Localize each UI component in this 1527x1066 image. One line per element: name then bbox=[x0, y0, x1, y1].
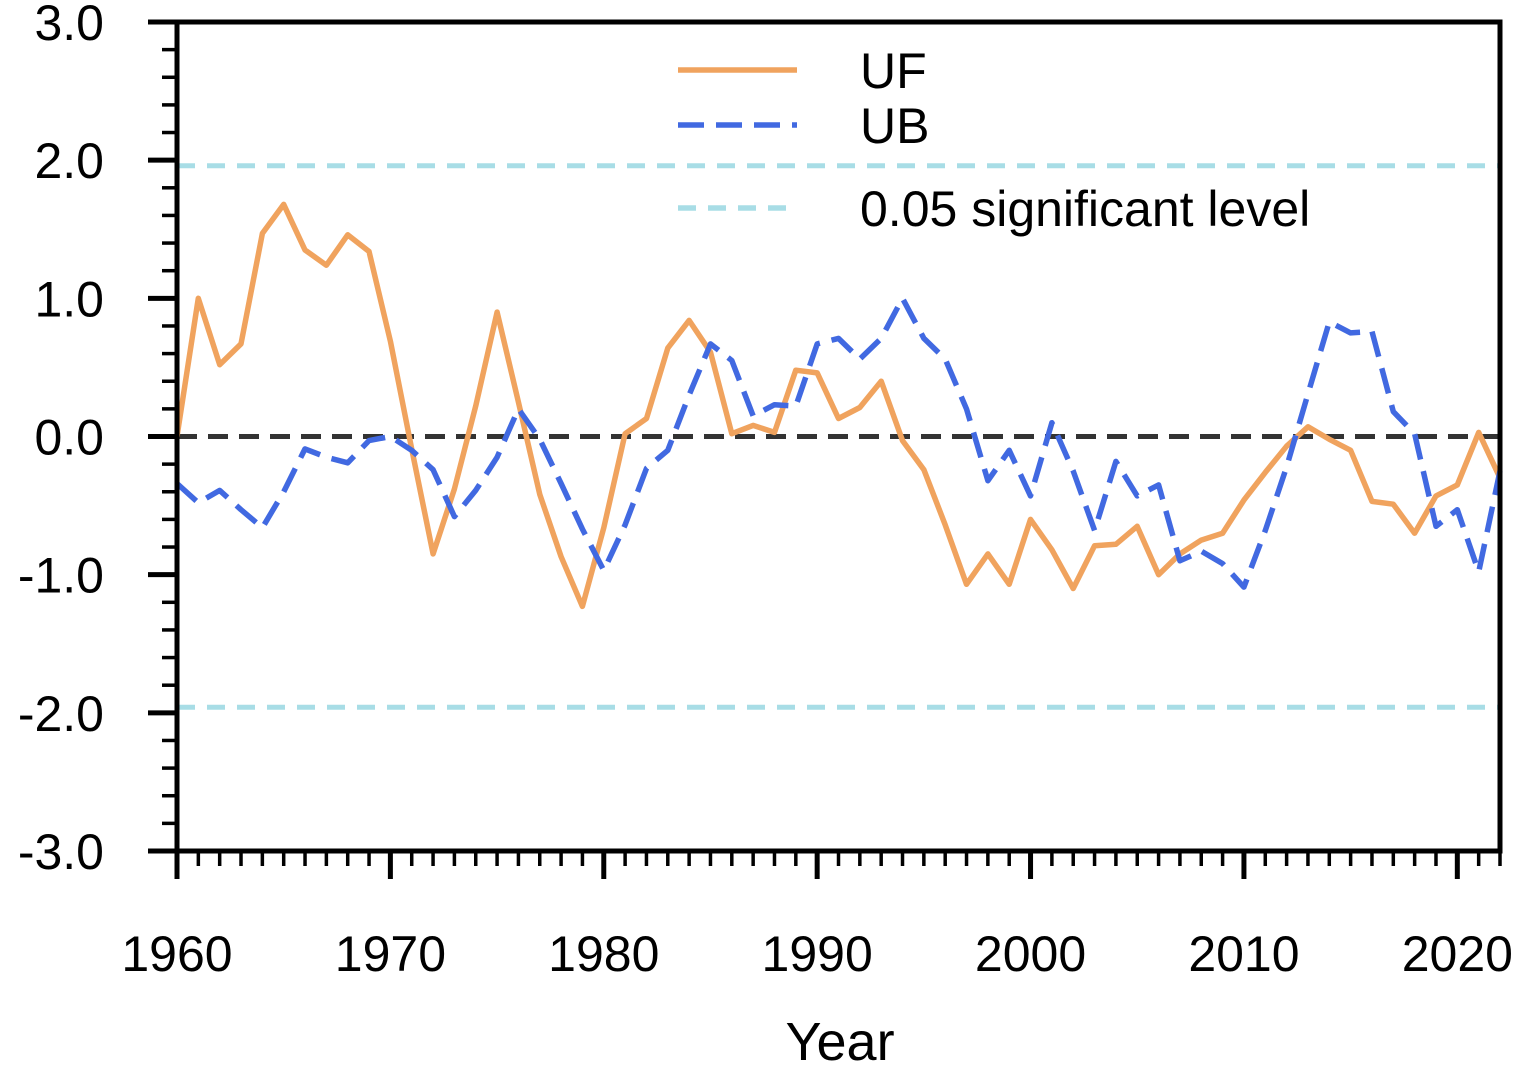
series-line-uf bbox=[174, 201, 1503, 610]
x-tick-label: 1990 bbox=[762, 926, 873, 982]
x-tick-label: 1970 bbox=[335, 926, 446, 982]
x-tick-label: 2000 bbox=[975, 926, 1086, 982]
legend-label: 0.05 significant level bbox=[860, 181, 1310, 237]
y-tick-label: 3.0 bbox=[34, 0, 104, 51]
y-tick-label: -2.0 bbox=[18, 686, 104, 742]
x-tick-label: 2010 bbox=[1188, 926, 1299, 982]
series-lines bbox=[174, 201, 1503, 610]
reference-lines bbox=[177, 163, 1500, 710]
x-axis-title: Year bbox=[785, 1012, 894, 1066]
y-tick-label: 1.0 bbox=[34, 271, 104, 327]
y-tick-label: -1.0 bbox=[18, 548, 104, 604]
x-tick-label: 1960 bbox=[121, 926, 232, 982]
axis-ticks bbox=[148, 19, 1502, 879]
tick-labels: 3.0 2.0 1.0 0.0 -1.0 -2.0 -3.0 1960 1970 1980 1990… bbox=[18, 0, 1513, 982]
y-tick-label: -3.0 bbox=[18, 824, 104, 880]
y-tick-label: 0.0 bbox=[34, 410, 104, 466]
x-tick-label: 1980 bbox=[548, 926, 659, 982]
x-tick-label: 2020 bbox=[1402, 926, 1513, 982]
y-tick-label: 2.0 bbox=[34, 133, 104, 189]
series-line-ub bbox=[175, 295, 1503, 590]
legend-label: UF bbox=[860, 43, 927, 99]
legend-label: UB bbox=[860, 98, 929, 154]
